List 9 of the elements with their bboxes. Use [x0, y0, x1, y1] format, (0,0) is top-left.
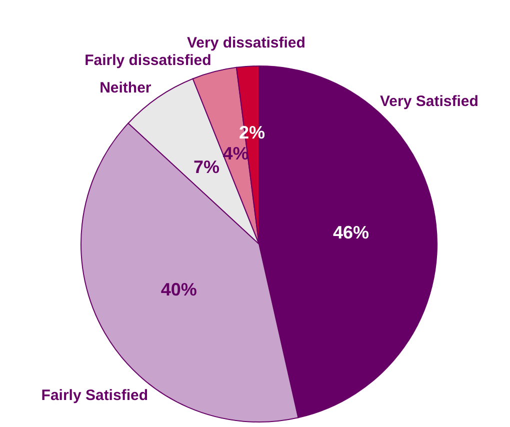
data-label: 2%: [238, 122, 265, 143]
slice-label: Neither: [100, 80, 152, 96]
data-label: 40%: [160, 279, 197, 300]
slice-label: Fairly Satisfied: [41, 387, 148, 404]
slice-label: Fairly dissatisfied: [84, 52, 212, 70]
data-label: 7%: [194, 156, 220, 177]
slice-label: Very dissatisfied: [186, 34, 306, 52]
slice-label: Very Satisfied: [380, 92, 478, 110]
data-label: 46%: [332, 222, 370, 243]
